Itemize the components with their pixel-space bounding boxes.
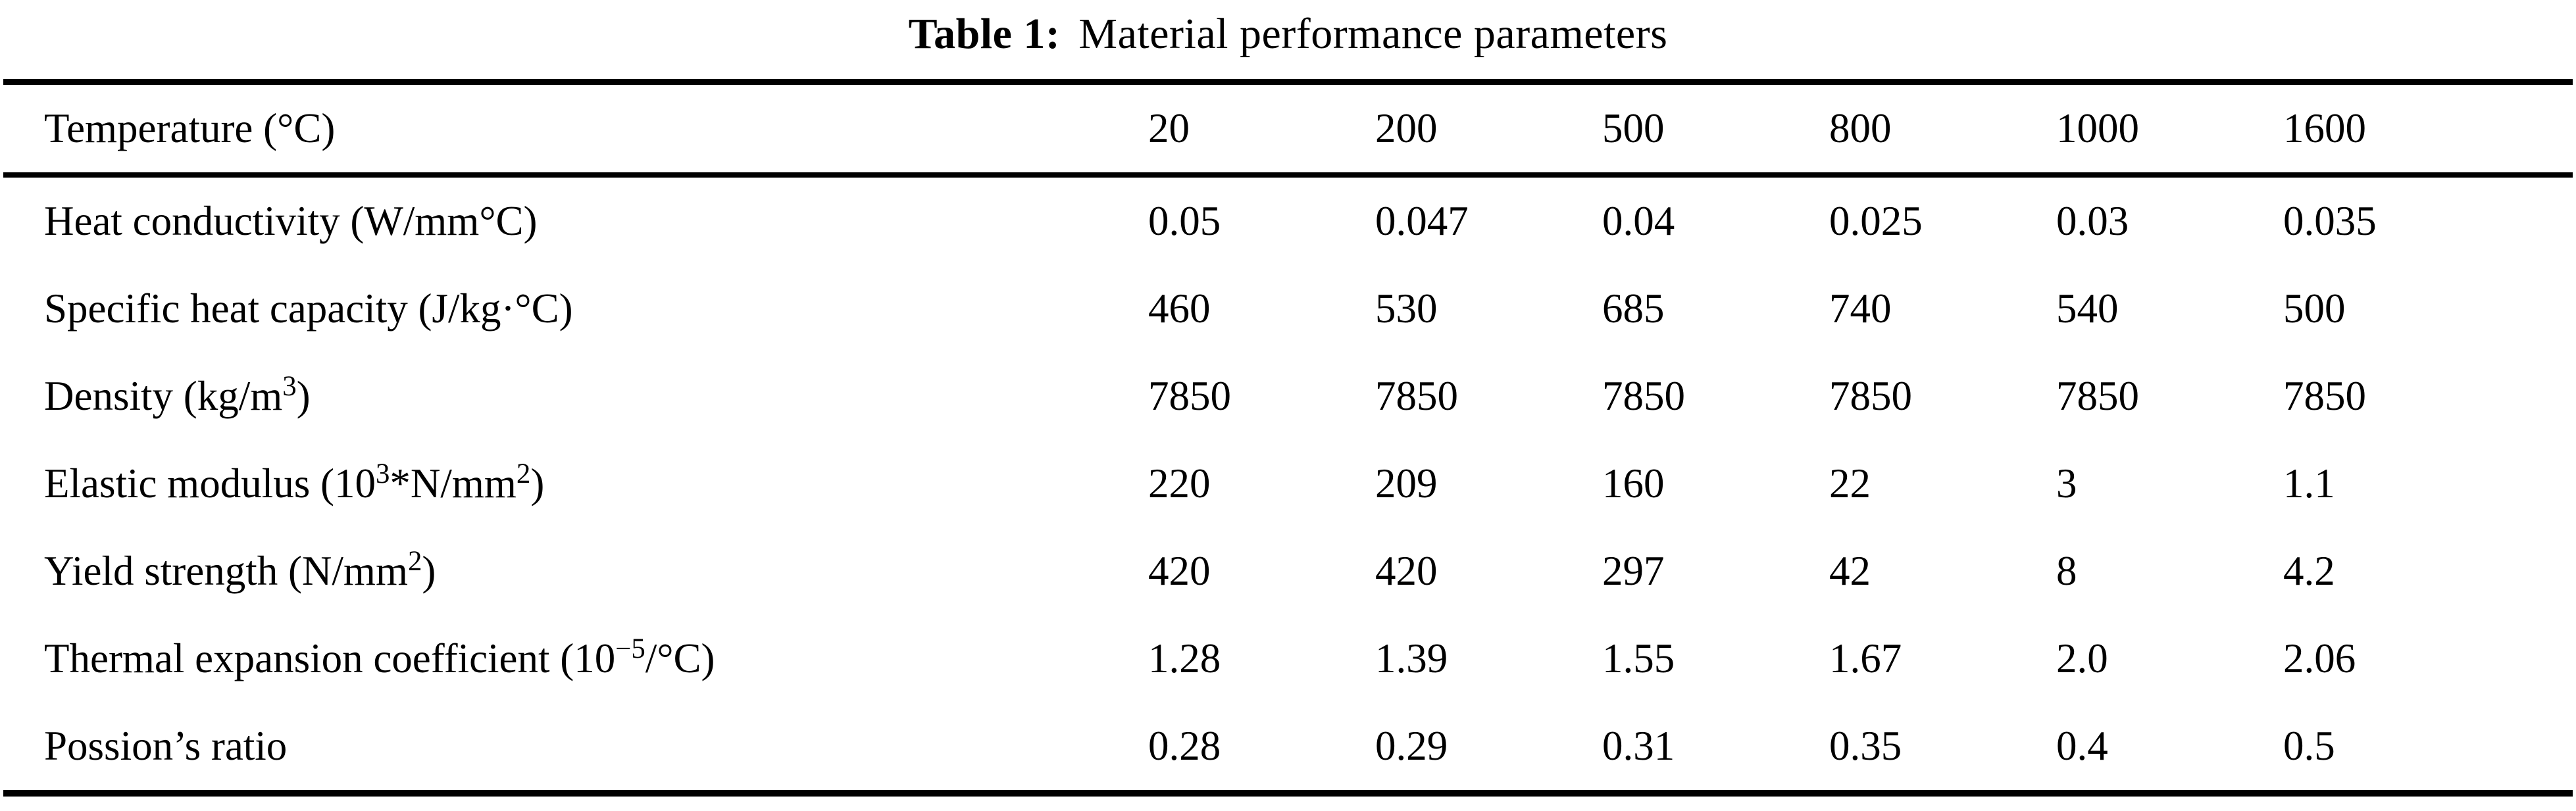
material-parameters-table: Temperature (°C) 20 200 500 800 1000 1600 Heat… (3, 79, 2573, 797)
cell-elastic-modulus-col1: 220 (1148, 460, 1211, 506)
table-body: Heat conductivity (W/mm°C) 0.05 0.047 0.04 0… (3, 175, 2573, 793)
cell-heat-conductivity-col2: 0.047 (1375, 198, 1469, 244)
cell-elastic-modulus-col3: 160 (1602, 460, 1665, 506)
table-header: Temperature (°C) 20 200 500 800 1000 1600 (3, 82, 2573, 176)
cell-specific-heat-capacity-col2: 530 (1375, 285, 1438, 332)
cell-heat-conductivity-col3: 0.04 (1602, 198, 1675, 244)
row-label-thermal-expansion-coefficient: Thermal expansion coefficient (10−5/°C) (44, 633, 715, 681)
cell-yield-strength-col4: 42 (1829, 548, 1871, 594)
row-padding-cell (2428, 702, 2573, 793)
cell-density-col5: 7850 (2056, 373, 2139, 419)
row-padding-cell (2428, 440, 2573, 528)
superscript: −5 (615, 633, 645, 664)
cell-possions-ratio-col3: 0.31 (1602, 723, 1675, 769)
cell-thermal-expansion-coefficient-col3: 1.55 (1602, 635, 1675, 681)
cell-temperature-col4: 800 (1829, 105, 1892, 151)
cell-temperature-col1: 20 (1148, 105, 1190, 151)
row-label-density: Density (kg/m3) (44, 371, 311, 419)
superscript: 2 (516, 458, 531, 489)
cell-heat-conductivity-col4: 0.025 (1829, 198, 1923, 244)
row-padding-cell (2428, 615, 2573, 702)
cell-possions-ratio-col5: 0.4 (2056, 723, 2108, 769)
cell-possions-ratio-col1: 0.28 (1148, 723, 1221, 769)
cell-yield-strength-col6: 4.2 (2283, 548, 2335, 594)
cell-heat-conductivity-col6: 0.035 (2283, 198, 2377, 244)
table-row-specific-heat-capacity: Specific heat capacity (J/kg·°C) 460 530 68… (3, 265, 2573, 353)
table-row-elastic-modulus: Elastic modulus (103*N/mm2) 220 209 160 22 3 1… (3, 440, 2573, 528)
row-padding-cell (2428, 353, 2573, 440)
table-row-heat-conductivity: Heat conductivity (W/mm°C) 0.05 0.047 0.04 0… (3, 175, 2573, 265)
cell-thermal-expansion-coefficient-col5: 2.0 (2056, 635, 2108, 681)
cell-density-col6: 7850 (2283, 373, 2366, 419)
superscript: 2 (407, 546, 422, 577)
row-padding-cell (2428, 175, 2573, 265)
cell-specific-heat-capacity-col4: 740 (1829, 285, 1892, 332)
cell-temperature-col2: 200 (1375, 105, 1438, 151)
table-row-possions-ratio: Possion’s ratio 0.28 0.29 0.31 0.35 0.4 0.5 (3, 702, 2573, 793)
cell-yield-strength-col3: 297 (1602, 548, 1665, 594)
cell-elastic-modulus-col4: 22 (1829, 460, 1871, 506)
row-padding-cell (2428, 82, 2573, 176)
cell-specific-heat-capacity-col5: 540 (2056, 285, 2119, 332)
table-title: Material performance parameters (1078, 10, 1668, 58)
table-row-yield-strength: Yield strength (N/mm2) 420 420 297 42 8 4.2 (3, 528, 2573, 615)
cell-possions-ratio-col4: 0.35 (1829, 723, 1902, 769)
cell-specific-heat-capacity-col3: 685 (1602, 285, 1665, 332)
cell-yield-strength-col1: 420 (1148, 548, 1211, 594)
cell-possions-ratio-col6: 0.5 (2283, 723, 2335, 769)
cell-yield-strength-col5: 8 (2056, 548, 2077, 594)
cell-density-col1: 7850 (1148, 373, 1231, 419)
row-label-specific-heat-capacity: Specific heat capacity (J/kg·°C) (44, 285, 573, 332)
cell-temperature-col6: 1600 (2283, 105, 2366, 151)
cell-thermal-expansion-coefficient-col4: 1.67 (1829, 635, 1902, 681)
cell-possions-ratio-col2: 0.29 (1375, 723, 1448, 769)
cell-elastic-modulus-col6: 1.1 (2283, 460, 2335, 506)
table-row-density: Density (kg/m3) 7850 7850 7850 7850 7850 7850 (3, 353, 2573, 440)
superscript: 3 (282, 371, 297, 402)
cell-density-col2: 7850 (1375, 373, 1458, 419)
cell-yield-strength-col2: 420 (1375, 548, 1438, 594)
cell-elastic-modulus-col5: 3 (2056, 460, 2077, 506)
row-label-yield-strength: Yield strength (N/mm2) (44, 546, 436, 594)
table-row-temperature: Temperature (°C) 20 200 500 800 1000 1600 (3, 82, 2573, 176)
cell-thermal-expansion-coefficient-col6: 2.06 (2283, 635, 2356, 681)
cell-temperature-col5: 1000 (2056, 105, 2139, 151)
row-padding-cell (2428, 528, 2573, 615)
cell-heat-conductivity-col1: 0.05 (1148, 198, 1221, 244)
cell-temperature-col3: 500 (1602, 105, 1665, 151)
row-label-heat-conductivity: Heat conductivity (W/mm°C) (44, 198, 538, 244)
table-caption: Table 1: Material performance parameters (0, 0, 2576, 59)
cell-density-col4: 7850 (1829, 373, 1912, 419)
cell-elastic-modulus-col2: 209 (1375, 460, 1438, 506)
cell-density-col3: 7850 (1602, 373, 1685, 419)
row-padding-cell (2428, 265, 2573, 353)
table-number: Table 1: (908, 10, 1061, 58)
row-label-elastic-modulus: Elastic modulus (103*N/mm2) (44, 458, 545, 506)
cell-specific-heat-capacity-col1: 460 (1148, 285, 1211, 332)
superscript: 3 (375, 458, 390, 489)
cell-thermal-expansion-coefficient-col1: 1.28 (1148, 635, 1221, 681)
table-row-thermal-expansion-coefficient: Thermal expansion coefficient (10−5/°C) 1… (3, 615, 2573, 702)
cell-heat-conductivity-col5: 0.03 (2056, 198, 2129, 244)
cell-thermal-expansion-coefficient-col2: 1.39 (1375, 635, 1448, 681)
row-label-temperature: Temperature (°C) (44, 105, 336, 151)
row-label-possions-ratio: Possion’s ratio (44, 723, 288, 769)
cell-specific-heat-capacity-col6: 500 (2283, 285, 2346, 332)
